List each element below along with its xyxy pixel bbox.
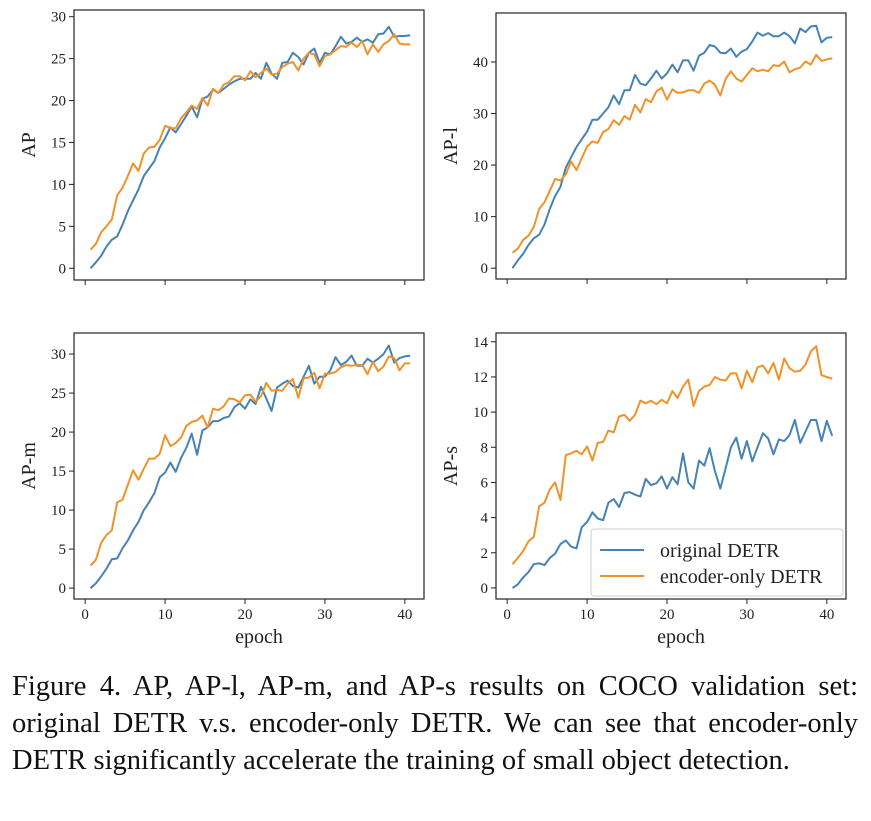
x-tick-label: 20 — [660, 607, 675, 623]
y-axis-label: AP-m — [18, 442, 40, 490]
y-tick-label: 0 — [481, 581, 489, 597]
y-tick-label: 20 — [51, 94, 66, 110]
y-tick-label: 14 — [473, 335, 489, 351]
x-tick-label: 30 — [317, 607, 332, 623]
x-tick-label: 0 — [503, 607, 511, 623]
x-tick-label: 30 — [739, 607, 754, 623]
y-axis-label: AP — [18, 132, 40, 158]
y-axis-label: AP-s — [440, 446, 462, 486]
y-tick-label: 5 — [59, 542, 67, 558]
y-tick-label: 2 — [481, 546, 489, 562]
y-tick-label: 20 — [473, 158, 488, 174]
series-line-original-detr — [89, 344, 411, 589]
x-tick-label: 10 — [158, 607, 173, 623]
legend: original DETR encoder-only DETR — [590, 528, 844, 597]
legend-label: original DETR — [660, 540, 780, 562]
axes-frame — [73, 332, 425, 600]
subplot-ap: 0 5 10 15 20 25 30 AP — [18, 9, 425, 285]
y-tick-label: 0 — [59, 581, 67, 597]
x-tick-label: 20 — [238, 607, 253, 623]
y-tick-label: 15 — [51, 135, 66, 151]
y-tick-label: 0 — [59, 261, 67, 277]
y-tick-label: 10 — [51, 177, 66, 193]
y-tick-label: 6 — [481, 475, 489, 491]
series-line-encoder-only-detr — [89, 355, 411, 567]
x-tick-label: 10 — [580, 607, 595, 623]
series-line-encoder-only-detr — [511, 53, 833, 254]
subplot-ap-m: 0 5 10 15 20 25 30 0 10 20 30 40 AP-m epoch — [18, 332, 425, 648]
y-tick-label: 8 — [481, 440, 489, 456]
legend-label: encoder-only DETR — [660, 566, 823, 588]
y-tick-label: 30 — [51, 347, 66, 363]
y-tick-label: 40 — [473, 55, 488, 71]
x-tick-label: 0 — [81, 607, 89, 623]
y-tick-label: 30 — [51, 10, 66, 26]
axes-frame — [495, 12, 847, 280]
y-tick-label: 12 — [473, 370, 488, 386]
y-tick-label: 15 — [51, 464, 66, 480]
series-line-encoder-only-detr — [511, 345, 833, 565]
y-tick-label: 10 — [473, 405, 488, 421]
y-tick-label: 25 — [51, 52, 66, 68]
x-axis-label: epoch — [657, 626, 705, 648]
x-axis-label: epoch — [235, 626, 283, 648]
x-tick-label: 40 — [819, 607, 834, 623]
axes-frame — [495, 332, 847, 600]
y-tick-label: 5 — [59, 219, 67, 235]
series-line-original-detr — [511, 419, 834, 589]
y-tick-label: 25 — [51, 386, 66, 402]
y-tick-label: 0 — [481, 261, 489, 277]
series-line-encoder-only-detr — [89, 33, 411, 251]
figure-caption: Figure 4. AP, AP-l, AP-m, and AP-s resul… — [12, 671, 858, 776]
y-tick-label: 10 — [51, 503, 66, 519]
y-tick-label: 30 — [473, 107, 488, 123]
subplot-ap-l: 0 10 20 30 40 AP-l — [440, 12, 847, 284]
legend-frame — [590, 528, 844, 597]
y-tick-label: 20 — [51, 425, 66, 441]
figure: 051015202530AP010203040AP-l0510152025300… — [18, 9, 847, 648]
y-tick-label: 10 — [473, 210, 488, 226]
series-line-original-detr — [511, 24, 833, 269]
subplot-ap-s: 0 2 4 6 8 10 12 14 0 10 20 30 40 AP-s epoch original DE… — [440, 332, 847, 648]
axes-frame — [73, 9, 425, 281]
x-tick-label: 40 — [397, 607, 412, 623]
series-line-original-detr — [89, 25, 411, 269]
y-axis-label: AP-l — [440, 127, 462, 165]
y-tick-label: 4 — [481, 511, 489, 527]
